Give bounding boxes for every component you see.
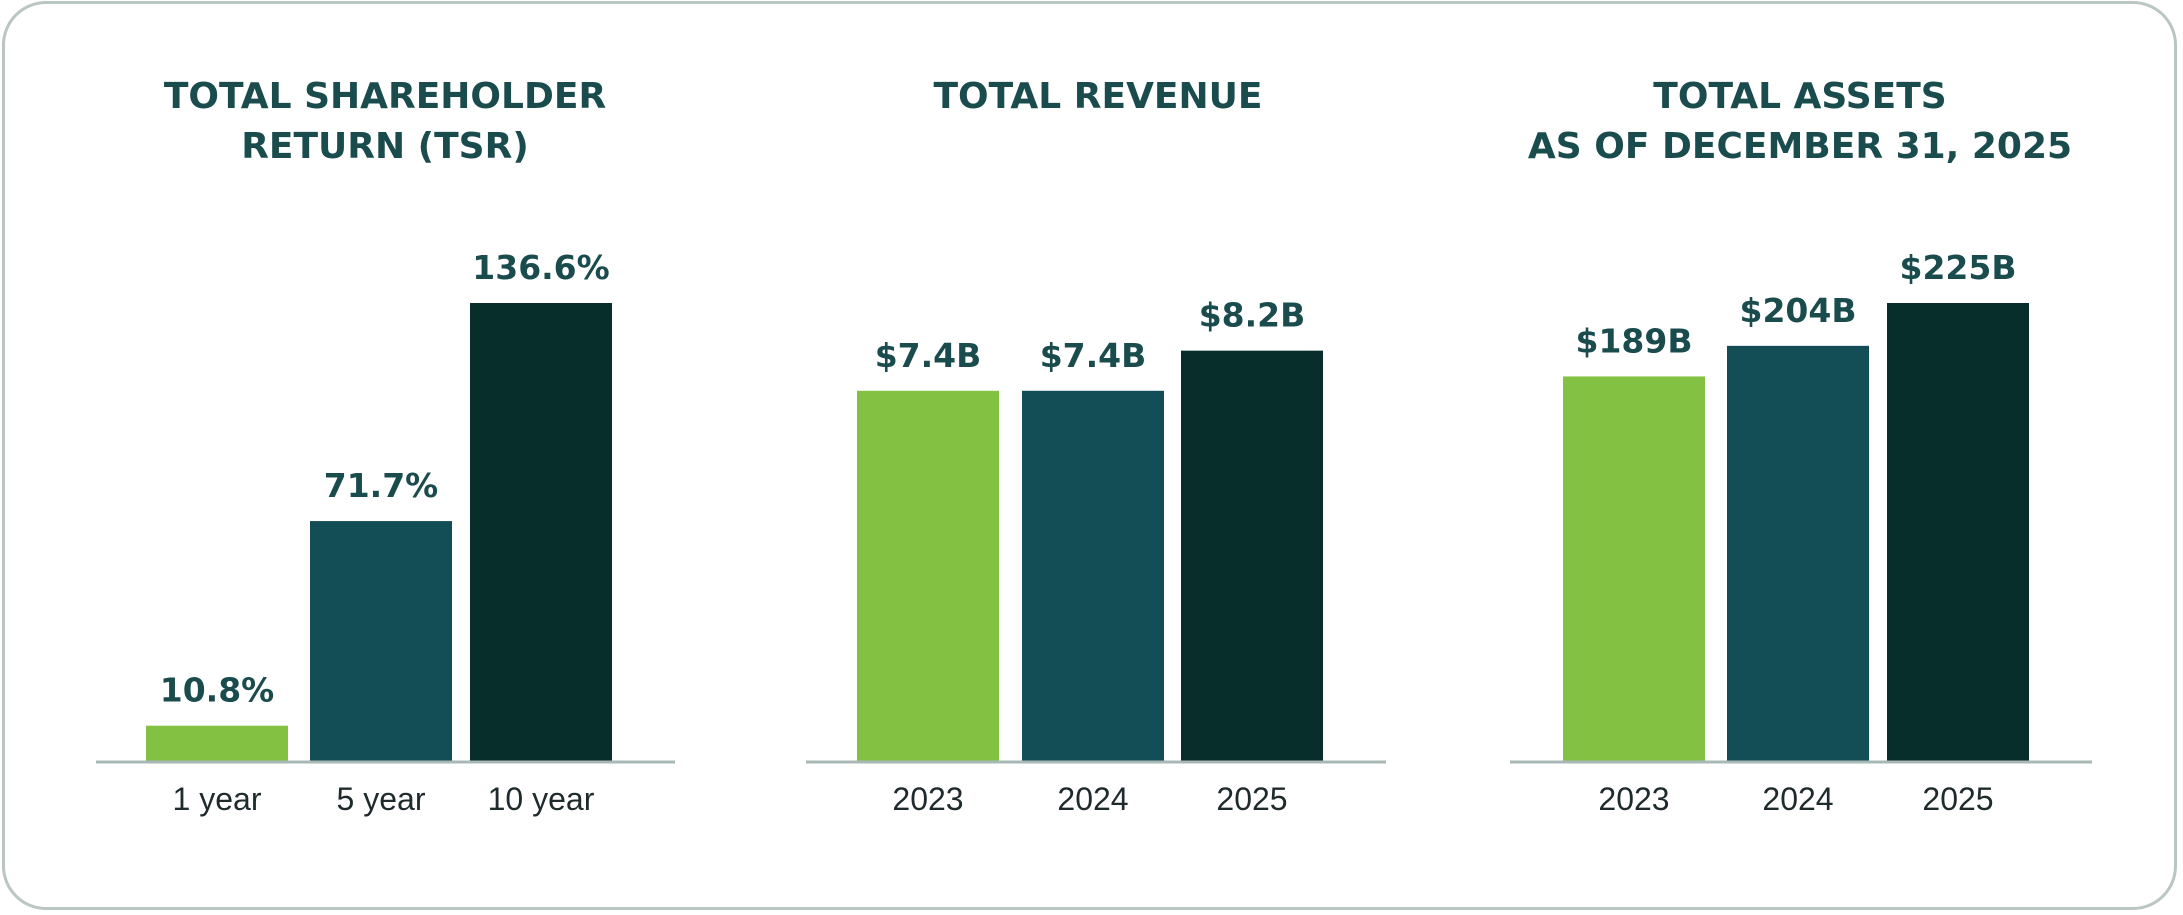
- chart-1-bar-1: [146, 725, 288, 762]
- chart-1-bar-3: [470, 303, 612, 762]
- chart-2-bar-2: [1022, 390, 1164, 762]
- chart-2-tick-label-3: 2025: [1216, 781, 1287, 817]
- chart-1-data-label-3: 136.6%: [472, 248, 609, 287]
- chart-1-title-line-2: RETURN (TSR): [241, 126, 529, 167]
- chart-1-bar-2: [310, 521, 452, 762]
- chart-2-data-label-3: $8.2B: [1199, 296, 1306, 335]
- chart-3-data-label-3: $225B: [1900, 248, 2017, 287]
- chart-1-data-label-1: 10.8%: [160, 671, 275, 710]
- chart-2-bar-1: [857, 390, 999, 762]
- chart-1-tick-label-1: 1 year: [173, 781, 262, 817]
- chart-3-data-label-1: $189B: [1576, 321, 1693, 360]
- chart-2-data-label-2: $7.4B: [1040, 336, 1147, 375]
- chart-1-data-label-2: 71.7%: [324, 466, 439, 505]
- chart-2-title-line-1: TOTAL REVENUE: [934, 76, 1263, 117]
- chart-3-title-line-2: AS OF DECEMBER 31, 2025: [1528, 126, 2072, 167]
- chart-2-data-label-1: $7.4B: [875, 336, 982, 375]
- chart-3-tick-label-1: 2023: [1598, 781, 1669, 817]
- chart-3-bar-1: [1563, 376, 1705, 762]
- chart-2-bar-3: [1181, 350, 1323, 762]
- chart-3-title-line-1: TOTAL ASSETS: [1653, 76, 1946, 117]
- chart-3-bar-2: [1727, 345, 1869, 762]
- chart-3-bar-3: [1887, 303, 2029, 762]
- chart-3-tick-label-3: 2025: [1922, 781, 1993, 817]
- chart-1-title-line-1: TOTAL SHAREHOLDER: [164, 76, 606, 117]
- chart-2-tick-label-1: 2023: [892, 781, 963, 817]
- chart-3-tick-label-2: 2024: [1762, 781, 1833, 817]
- chart-2-tick-label-2: 2024: [1057, 781, 1128, 817]
- chart-1-tick-label-2: 5 year: [337, 781, 426, 817]
- chart-3-data-label-2: $204B: [1740, 291, 1857, 330]
- chart-1-tick-label-3: 10 year: [488, 781, 595, 817]
